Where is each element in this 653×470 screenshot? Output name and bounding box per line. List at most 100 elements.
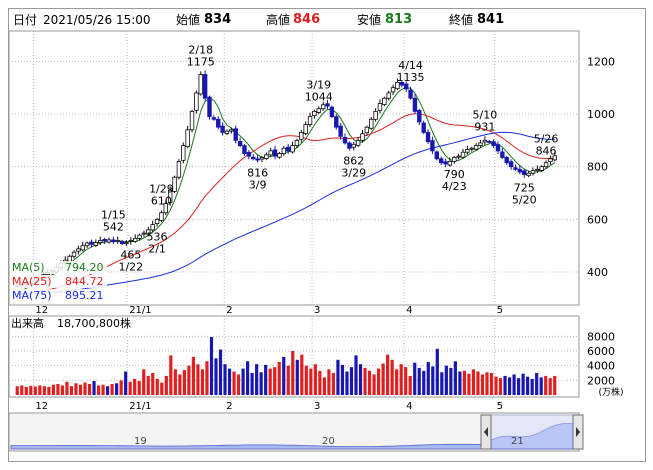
chevron-right-icon bbox=[576, 427, 580, 437]
volume-bar bbox=[404, 367, 408, 395]
candles bbox=[14, 70, 558, 288]
volume-bar bbox=[277, 362, 281, 395]
volume-bars bbox=[15, 337, 557, 395]
overview-range[interactable] bbox=[480, 414, 574, 450]
volume-bar bbox=[196, 364, 200, 395]
volume-bar bbox=[191, 356, 196, 395]
candle-body bbox=[93, 242, 99, 246]
price-y-tick-label: 600 bbox=[587, 213, 608, 226]
candle-body bbox=[421, 122, 426, 133]
volume-x-tick-label: 5 bbox=[497, 401, 503, 412]
overview-x-tick-label: 20 bbox=[322, 436, 335, 447]
volume-bar bbox=[422, 370, 426, 395]
candle-body bbox=[495, 144, 501, 152]
annotation-date: 5/20 bbox=[512, 194, 537, 207]
volume-bar bbox=[38, 385, 42, 395]
volume-bar bbox=[345, 371, 349, 395]
candle-body bbox=[482, 139, 488, 143]
candle-body bbox=[211, 117, 217, 120]
volume-bar bbox=[259, 372, 263, 395]
candle-body bbox=[355, 139, 361, 146]
candle-body bbox=[124, 242, 129, 244]
volume-bar bbox=[381, 363, 385, 395]
candle-body bbox=[185, 129, 190, 148]
candle-body bbox=[76, 248, 81, 252]
annotation-date: 3/29 bbox=[341, 166, 366, 179]
candle-body bbox=[84, 242, 90, 247]
volume-bar bbox=[214, 358, 218, 395]
volume-bar bbox=[15, 386, 19, 395]
volume-x-tick-label: 21/1 bbox=[129, 401, 151, 412]
volume-bar bbox=[286, 365, 290, 395]
volume-bar bbox=[20, 385, 24, 395]
candle-body bbox=[535, 168, 540, 171]
volume-bar bbox=[535, 373, 539, 395]
candle-body bbox=[119, 241, 125, 244]
volume-bar bbox=[65, 381, 69, 395]
date-label: 日付 bbox=[13, 13, 38, 27]
volume-bar bbox=[467, 373, 471, 395]
volume-bar bbox=[227, 368, 232, 395]
volume-bar bbox=[471, 369, 476, 395]
candle-body bbox=[176, 161, 182, 178]
candle-body bbox=[98, 240, 103, 243]
candle-body bbox=[163, 203, 168, 214]
candle-body bbox=[102, 238, 107, 242]
candle-body bbox=[487, 140, 492, 143]
volume-bar bbox=[101, 384, 105, 395]
volume-bar bbox=[480, 374, 485, 395]
candle-body bbox=[342, 137, 348, 144]
candle-body bbox=[159, 212, 164, 221]
candle-body bbox=[548, 158, 553, 163]
price-x-tick-label: 4 bbox=[406, 305, 412, 316]
annotation-date: 4/14 bbox=[398, 59, 423, 72]
volume-bar bbox=[155, 378, 159, 395]
volume-y-tick-label: 6000 bbox=[587, 345, 615, 358]
open-value: 834 bbox=[204, 12, 232, 27]
annotation-date: 1/29 bbox=[149, 182, 174, 195]
annotation-value: 862 bbox=[343, 154, 364, 167]
volume-bar bbox=[376, 368, 381, 395]
stock-chart-svg: 1/155421/296104651/225362/12/1811758163/… bbox=[9, 30, 624, 452]
candle-body bbox=[198, 74, 203, 95]
volume-bar bbox=[553, 375, 557, 395]
volume-bar bbox=[124, 371, 128, 395]
volume-bar bbox=[205, 361, 209, 395]
volume-bar bbox=[408, 375, 412, 395]
volume-bar bbox=[485, 372, 489, 395]
volume-bar bbox=[83, 382, 87, 395]
candle-body bbox=[552, 155, 558, 161]
volume-x-axis: 12 21/1 2 3 4 5 bbox=[35, 401, 503, 412]
candle-body bbox=[181, 145, 186, 161]
volume-bar bbox=[232, 371, 236, 395]
volume-bar bbox=[309, 368, 313, 395]
candle-body bbox=[325, 103, 330, 107]
volume-x-tick-label: 12 bbox=[35, 401, 48, 412]
candle-body bbox=[137, 234, 142, 239]
price-panel bbox=[9, 30, 580, 306]
legend-label: MA(75) bbox=[12, 289, 52, 302]
candle-body bbox=[478, 142, 483, 147]
candle-body bbox=[251, 156, 256, 160]
annotation-value: 816 bbox=[247, 166, 268, 179]
candle-body bbox=[106, 239, 112, 243]
legend-background bbox=[10, 275, 107, 288]
candle-body bbox=[167, 189, 173, 203]
candle-body bbox=[452, 157, 457, 162]
volume-bar bbox=[47, 386, 51, 395]
candle-body bbox=[290, 145, 295, 153]
chart-frame: 日付 2021/05/26 15:00 始値 834 高値 846 安値 813… bbox=[8, 8, 646, 462]
volume-bar bbox=[295, 359, 299, 395]
close-label: 終値 bbox=[449, 13, 474, 27]
candle-body bbox=[307, 116, 313, 125]
annotation-value: 846 bbox=[536, 144, 557, 157]
overview-area bbox=[10, 422, 578, 450]
volume-bar bbox=[530, 378, 534, 395]
candle-body bbox=[491, 141, 496, 147]
volume-bar bbox=[453, 361, 457, 395]
candle-body bbox=[259, 157, 265, 160]
volume-bar bbox=[444, 365, 448, 395]
volume-bar bbox=[236, 374, 241, 395]
candle-body bbox=[146, 229, 151, 235]
